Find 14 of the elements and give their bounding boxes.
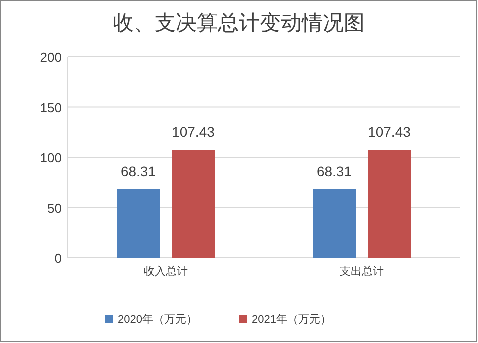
chart-title: 收、支决算总计变动情况图: [113, 11, 365, 35]
x-tick-label: 收入总计: [144, 265, 188, 278]
y-tick-label: 150: [40, 100, 62, 116]
y-tick-label: 0: [54, 251, 62, 266]
y-tick-label: 50: [48, 200, 62, 216]
data-label: 68.31: [316, 163, 352, 180]
legend-label: 2021年（万元）: [252, 314, 332, 326]
data-label: 68.31: [120, 163, 156, 180]
y-tick-label: 200: [40, 50, 62, 65]
legend-label: 2020年（万元）: [118, 314, 198, 326]
data-label: 107.43: [368, 124, 412, 140]
x-tick-label: 支出总计: [340, 265, 384, 278]
y-tick-label: 100: [40, 150, 62, 166]
data-label: 107.43: [172, 124, 216, 140]
